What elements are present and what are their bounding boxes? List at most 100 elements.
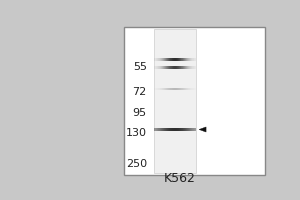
Bar — [189, 128, 190, 131]
Bar — [181, 88, 182, 90]
Bar — [163, 128, 164, 131]
Bar — [154, 66, 155, 69]
Bar — [192, 128, 193, 131]
Bar — [154, 88, 155, 90]
Bar — [184, 58, 185, 61]
Text: 95: 95 — [133, 108, 147, 118]
Bar — [174, 58, 175, 61]
Bar — [187, 88, 188, 90]
Bar — [183, 88, 184, 90]
Bar — [165, 66, 166, 69]
Bar — [184, 128, 185, 131]
Bar — [185, 88, 186, 90]
Bar — [195, 88, 196, 90]
Bar — [191, 66, 192, 69]
Bar — [163, 88, 164, 90]
Bar — [177, 66, 178, 69]
Bar — [182, 58, 183, 61]
Bar — [188, 66, 189, 69]
Bar — [179, 88, 180, 90]
Bar — [195, 66, 196, 69]
Bar — [188, 58, 189, 61]
Bar — [178, 128, 179, 131]
Bar — [169, 58, 170, 61]
Bar — [164, 88, 165, 90]
Bar — [124, 27, 266, 175]
Bar — [176, 66, 177, 69]
Bar — [163, 66, 164, 69]
Bar — [164, 58, 165, 61]
Bar — [180, 66, 181, 69]
Bar — [161, 88, 162, 90]
Bar — [160, 88, 161, 90]
Bar — [162, 66, 163, 69]
Bar — [165, 58, 166, 61]
Bar — [195, 58, 196, 61]
Bar — [160, 66, 161, 69]
Bar — [175, 88, 176, 90]
Bar — [188, 128, 189, 131]
Bar — [169, 66, 170, 69]
Bar — [181, 128, 182, 131]
Bar — [170, 58, 171, 61]
Bar — [181, 58, 182, 61]
Bar — [191, 88, 192, 90]
Bar — [167, 128, 168, 131]
Bar — [187, 58, 188, 61]
Bar — [172, 66, 173, 69]
Bar — [194, 66, 195, 69]
Bar — [194, 88, 195, 90]
Bar — [175, 128, 176, 131]
Bar — [170, 88, 171, 90]
Bar — [195, 128, 196, 131]
Bar — [156, 66, 157, 69]
Bar — [174, 128, 175, 131]
Bar — [183, 58, 184, 61]
Bar — [191, 128, 192, 131]
Bar — [160, 58, 161, 61]
Bar — [179, 128, 180, 131]
Bar — [185, 58, 186, 61]
Bar — [162, 128, 163, 131]
Bar — [161, 66, 162, 69]
Bar — [189, 58, 190, 61]
Bar — [155, 88, 156, 90]
Bar — [158, 88, 159, 90]
Bar — [189, 66, 190, 69]
Bar — [194, 128, 195, 131]
Bar — [155, 58, 156, 61]
Bar — [159, 88, 160, 90]
Bar — [186, 128, 187, 131]
Bar — [162, 58, 163, 61]
Bar — [186, 58, 187, 61]
Bar — [176, 88, 177, 90]
Bar — [165, 88, 166, 90]
Bar — [179, 66, 180, 69]
Bar — [184, 88, 185, 90]
Bar — [159, 58, 160, 61]
Bar — [184, 66, 185, 69]
Bar — [177, 58, 178, 61]
Bar — [177, 128, 178, 131]
Bar — [178, 58, 179, 61]
Bar — [157, 88, 158, 90]
Bar — [166, 58, 167, 61]
Bar — [154, 128, 155, 131]
Bar — [168, 88, 169, 90]
Bar — [172, 128, 173, 131]
Bar — [159, 66, 160, 69]
Bar — [165, 128, 166, 131]
Bar — [157, 58, 158, 61]
Bar — [185, 66, 186, 69]
Text: K562: K562 — [164, 172, 195, 185]
Bar — [192, 58, 193, 61]
Bar — [175, 66, 176, 69]
Bar — [190, 128, 191, 131]
Bar — [154, 29, 196, 173]
Bar — [193, 66, 194, 69]
Bar — [170, 66, 171, 69]
Bar — [159, 128, 160, 131]
Bar — [183, 128, 184, 131]
Bar — [182, 66, 183, 69]
Bar — [156, 58, 157, 61]
